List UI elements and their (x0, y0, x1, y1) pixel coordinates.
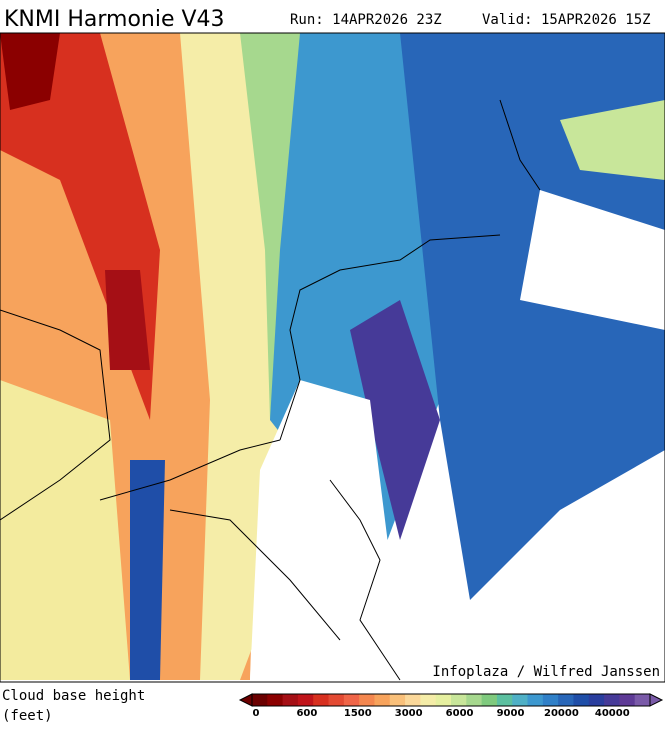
region (105, 270, 150, 370)
colorbar-label: 20000 (544, 708, 579, 719)
colorbar-label: 3000 (395, 708, 423, 719)
map-frame (0, 32, 665, 683)
colorbar-swatch (420, 694, 437, 706)
colorbar-swatch (313, 694, 330, 706)
colorbar-swatch (496, 694, 513, 706)
colorbar-swatch (359, 694, 375, 706)
colorbar-swatch (512, 694, 529, 706)
colorbar-swatch (297, 694, 314, 706)
colorbar: 0 600 1500 3000 6000 9000 20000 40000 (238, 693, 664, 719)
colorbar-label: 1500 (344, 708, 372, 719)
legend-unit: (feet) (2, 708, 53, 724)
colorbar-swatch (542, 694, 559, 706)
colorbar-swatch (604, 694, 620, 706)
borders (0, 99, 541, 681)
colorbar-swatch (252, 694, 268, 706)
colorbar-label: 6000 (446, 708, 474, 719)
colorbar-swatch (451, 694, 467, 706)
region (130, 460, 165, 680)
colorbar-swatch (389, 694, 406, 706)
colorbar-label: 600 (296, 708, 317, 719)
region (0, 33, 60, 110)
colorbar-swatch (619, 694, 636, 706)
colorbar-swatch (267, 694, 284, 706)
colorbar-swatch (634, 694, 651, 706)
colorbar-swatch (328, 694, 345, 706)
colorbar-swatch (405, 694, 421, 706)
region (250, 380, 390, 680)
colorbar-label: 0 (253, 708, 260, 719)
colorbar-swatch (466, 694, 483, 706)
title: KNMI Harmonie V43 (4, 7, 225, 32)
colorbar-swatch (481, 694, 498, 706)
region (560, 100, 665, 180)
legend-label: Cloud base height (2, 688, 145, 704)
colorbar-swatch (435, 694, 452, 706)
run-time: Run: 14APR2026 23Z (290, 12, 442, 28)
region (350, 300, 440, 540)
colorbar-swatch (527, 694, 544, 706)
region (400, 33, 665, 600)
colorbar-swatch (573, 694, 590, 706)
colorbar-label: 40000 (595, 708, 630, 719)
colorbar-swatch (588, 694, 605, 706)
colorbar-swatch (374, 694, 391, 706)
credit: Infoplaza / Wilfred Janssen (432, 664, 660, 680)
colorbar-swatch (558, 694, 574, 706)
colorbar-swatch (343, 694, 360, 706)
colorbar-frame (251, 693, 651, 707)
map: Infoplaza / Wilfred Janssen (0, 32, 665, 683)
colorbar-label: 9000 (497, 708, 525, 719)
valid-time: Valid: 15APR2026 15Z (482, 12, 651, 28)
colorbar-swatch (282, 694, 299, 706)
